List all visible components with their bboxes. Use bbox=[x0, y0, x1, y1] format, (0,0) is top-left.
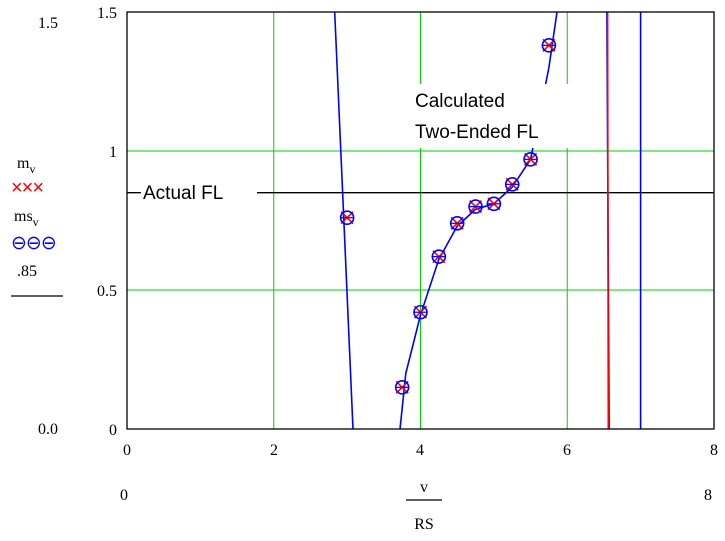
legend-symbol-m-v: ××× bbox=[11, 177, 43, 199]
legend: mv ××× msv ⊖⊖⊖ .85 bbox=[11, 155, 63, 297]
y-tick-label-0.5: 0.5 bbox=[97, 283, 117, 300]
red_vertical-branch-1 bbox=[606, 11, 610, 430]
annotation-calculated: Calculated bbox=[415, 91, 505, 112]
x-range-min-label: 0 bbox=[120, 487, 128, 504]
x-axis-label-numerator: v bbox=[420, 479, 428, 496]
y-range-max-label: 1.5 bbox=[38, 15, 58, 32]
marker-ms-v-3 bbox=[413, 304, 428, 320]
grid-lines bbox=[127, 12, 714, 429]
legend-ms-v-sub: v bbox=[33, 215, 39, 229]
marker-ms-v-7 bbox=[486, 196, 502, 212]
legend-m-v-base: m bbox=[17, 155, 30, 172]
legend-m-v-sub: v bbox=[29, 162, 35, 176]
x-tick-label-6: 6 bbox=[563, 442, 571, 459]
x-axis-label-denominator: RS bbox=[414, 516, 434, 533]
y-tick-label-1.5: 1.5 bbox=[97, 5, 117, 22]
marker-ms-v-10 bbox=[541, 38, 557, 53]
fitted_curve-branch-2 bbox=[399, 11, 558, 430]
y-range-min-label: 0.0 bbox=[38, 421, 58, 438]
x-range-max-label: 8 bbox=[704, 487, 712, 504]
legend-entry-085: .85 bbox=[17, 263, 37, 280]
data-markers bbox=[339, 38, 557, 395]
marker-ms-v-5 bbox=[449, 215, 465, 231]
x-tick-label-2: 2 bbox=[270, 442, 278, 459]
legend-entry-ms-v: msv bbox=[14, 208, 39, 229]
legend-entry-m-v: mv bbox=[17, 155, 35, 176]
annotation-actual-fl: Actual FL bbox=[143, 183, 223, 204]
marker-ms-v-1 bbox=[339, 210, 355, 226]
plot-frame bbox=[126, 11, 715, 430]
x-tick-label-4: 4 bbox=[416, 442, 424, 459]
marker-ms-v-6 bbox=[468, 199, 483, 214]
marker-ms-v-4 bbox=[431, 249, 447, 264]
x-tick-label-8: 8 bbox=[710, 442, 718, 459]
annotation-calculated-bg bbox=[413, 84, 585, 148]
legend-symbol-ms-v: ⊖⊖⊖ bbox=[11, 233, 56, 254]
annotation-actual-fl-bg bbox=[141, 176, 257, 206]
legend-ms-v-base: ms bbox=[14, 208, 33, 225]
marker-ms-v-8 bbox=[504, 177, 520, 192]
x-tick-label-0: 0 bbox=[123, 442, 131, 459]
annotation-two-ended-fl: Two-Ended FL bbox=[415, 122, 539, 143]
y-tick-label-0: 0 bbox=[109, 422, 117, 439]
fitted-curve-layer bbox=[333, 11, 642, 430]
marker-ms-v-9 bbox=[523, 152, 538, 167]
y-tick-label-1: 1 bbox=[109, 144, 117, 161]
marker-ms-v-2 bbox=[394, 379, 410, 395]
